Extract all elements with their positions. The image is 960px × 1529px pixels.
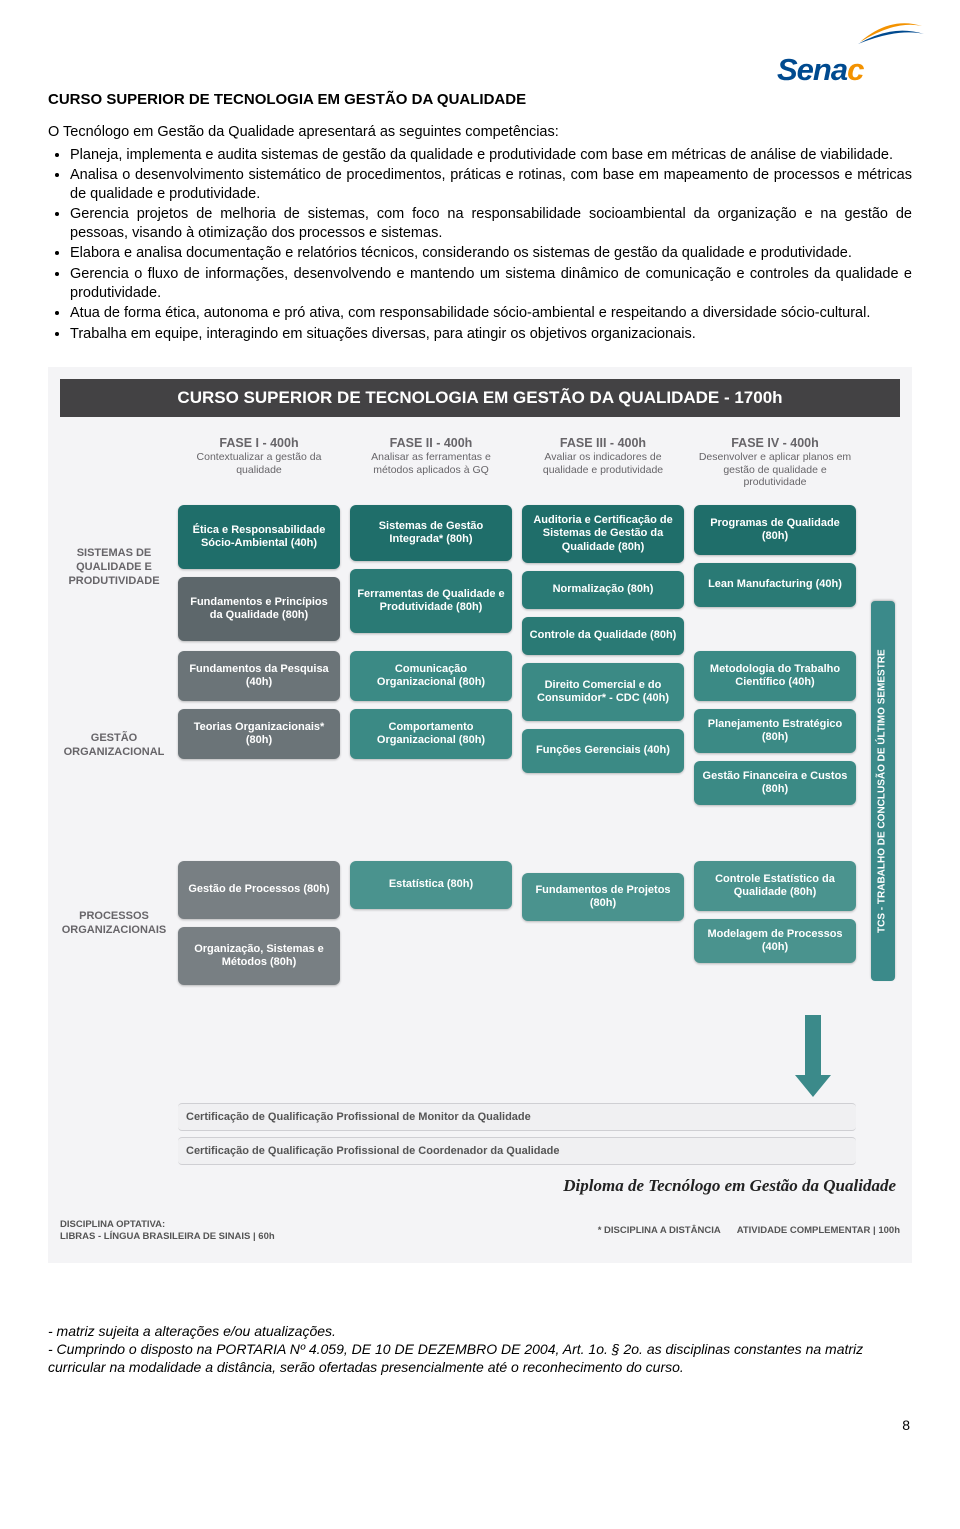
course-card: Organização, Sistemas e Métodos (80h) — [178, 927, 340, 985]
intro-text: O Tecnólogo em Gestão da Qualidade apres… — [48, 123, 912, 142]
certification-row: Certificação de Qualificação Profissiona… — [60, 1103, 900, 1131]
course-card: Auditoria e Certificação de Sistemas de … — [522, 505, 684, 563]
phase-subtitle: Avaliar os indicadores de qualidade e pr… — [522, 451, 684, 476]
competency-item: Gerencia o fluxo de informações, desenvo… — [70, 265, 912, 302]
course-card: Funções Gerenciais (40h) — [522, 729, 684, 773]
diagram-grid: SISTEMAS DE QUALIDADE E PRODUTIVIDADEGES… — [60, 435, 900, 1019]
diploma-title: Diploma de Tecnólogo em Gestão da Qualid… — [60, 1175, 900, 1197]
row-label-column: SISTEMAS DE QUALIDADE E PRODUTIVIDADEGES… — [60, 435, 168, 997]
footnote-line: - matriz sujeita a alterações e/ou atual… — [48, 1323, 912, 1341]
course-card: Teorias Organizacionais* (80h) — [178, 709, 340, 759]
phase-header: FASE III - 400hAvaliar os indicadores de… — [522, 435, 684, 495]
diagram-banner: CURSO SUPERIOR DE TECNOLOGIA EM GESTÃO D… — [60, 379, 900, 417]
phase-row: Comunicação Organizacional (80h) Comporta… — [350, 651, 512, 861]
phase-row: Direito Comercial e do Consumidor* - CDC… — [522, 663, 684, 873]
competency-item: Trabalha em equipe, interagindo em situa… — [70, 325, 912, 344]
phase-row: Sistemas de Gestão Integrada* (80h) Ferra… — [350, 505, 512, 651]
phase-column: FASE II - 400hAnalisar as ferramentas e … — [350, 435, 512, 1019]
brand-logo: Senac — [777, 12, 932, 90]
phase-header: FASE II - 400hAnalisar as ferramentas e … — [350, 435, 512, 495]
course-card: Direito Comercial e do Consumidor* - CDC… — [522, 663, 684, 721]
course-card: Metodologia do Trabalho Científico (40h) — [694, 651, 856, 701]
page-number: 8 — [48, 1417, 912, 1435]
certification-row: Certificação de Qualificação Profissiona… — [60, 1137, 900, 1165]
footnotes: - matriz sujeita a alterações e/ou atual… — [48, 1323, 912, 1377]
footer-complementary: ATIVIDADE COMPLEMENTAR | 100h — [737, 1225, 900, 1237]
footer-optative: DISCIPLINA OPTATIVA: LIBRAS - LÍNGUA BRA… — [60, 1219, 275, 1243]
document-page: Senac CURSO SUPERIOR DE TECNOLOGIA EM GE… — [0, 0, 960, 1465]
arrow-down-icon — [727, 1015, 901, 1097]
course-card: Comportamento Organizacional (80h) — [350, 709, 512, 759]
phase-row: Ética e Responsabilidade Sócio-Ambiental… — [178, 505, 340, 651]
course-card: Fundamentos e Princípios da Qualidade (8… — [178, 577, 340, 641]
phase-row: Controle Estatístico da Qualidade (80h) M… — [694, 861, 856, 1007]
row-label: PROCESSOS ORGANIZACIONAIS — [60, 851, 168, 997]
competency-item: Gerencia projetos de melhoria de sistema… — [70, 205, 912, 242]
course-card: Planejamento Estratégico (80h) — [694, 709, 856, 753]
course-card: Gestão Financeira e Custos (80h) — [694, 761, 856, 805]
footnote-line: - Cumprindo o disposto na PORTARIA Nº 4.… — [48, 1341, 912, 1377]
competency-item: Planeja, implementa e audita sistemas de… — [70, 146, 912, 165]
tcs-bar: TCS - TRABALHO DE CONCLUSÃO DE ÚLTIMO SE… — [871, 601, 895, 981]
arrow-stem — [805, 1015, 821, 1075]
footer-optative-text: LIBRAS - LÍNGUA BRASILEIRA DE SINAIS | 6… — [60, 1231, 275, 1243]
certifications-block: Certificação de Qualificação Profissiona… — [60, 1103, 900, 1165]
phase-subtitle: Desenvolver e aplicar planos em gestão d… — [694, 451, 856, 489]
diagram-footer: DISCIPLINA OPTATIVA: LIBRAS - LÍNGUA BRA… — [60, 1219, 900, 1243]
phase-row: Auditoria e Certificação de Sistemas de … — [522, 505, 684, 663]
page-title: CURSO SUPERIOR DE TECNOLOGIA EM GESTÃO D… — [48, 90, 912, 109]
phase-row: Fundamentos da Pesquisa (40h) Teorias Org… — [178, 651, 340, 861]
phase-column: FASE I - 400hContextualizar a gestão da … — [178, 435, 340, 1019]
phase-title: FASE II - 400h — [350, 435, 512, 451]
row-label: GESTÃO ORGANIZACIONAL — [60, 641, 168, 851]
competency-list: Planeja, implementa e audita sistemas de… — [70, 146, 912, 343]
phase-row: Programas de Qualidade (80h) Lean Manufac… — [694, 505, 856, 651]
phase-subtitle: Analisar as ferramentas e métodos aplica… — [350, 451, 512, 476]
course-card: Sistemas de Gestão Integrada* (80h) — [350, 505, 512, 561]
competency-item: Elabora e analisa documentação e relatór… — [70, 244, 912, 263]
tcs-column: TCS - TRABALHO DE CONCLUSÃO DE ÚLTIMO SE… — [866, 435, 900, 981]
logo-text-orange: c — [847, 52, 863, 87]
course-card: Fundamentos da Pesquisa (40h) — [178, 651, 340, 701]
logo-text-blue: Sena — [777, 52, 847, 87]
certification-label: Certificação de Qualificação Profissiona… — [178, 1103, 856, 1131]
course-card: Lean Manufacturing (40h) — [694, 563, 856, 607]
phase-title: FASE IV - 400h — [694, 435, 856, 451]
phase-row: Metodologia do Trabalho Científico (40h)… — [694, 651, 856, 861]
logo-wordmark: Senac — [777, 50, 863, 90]
phase-title: FASE I - 400h — [178, 435, 340, 451]
phase-subtitle: Contextualizar a gestão da qualidade — [178, 451, 340, 476]
course-card: Ferramentas de Qualidade e Produtividade… — [350, 569, 512, 633]
curriculum-diagram: CURSO SUPERIOR DE TECNOLOGIA EM GESTÃO D… — [48, 367, 912, 1263]
footer-distance: * DISCIPLINA A DISTÂNCIA — [598, 1225, 721, 1237]
phase-row: Fundamentos de Projetos (80h) — [522, 873, 684, 1019]
phase-header: FASE IV - 400hDesenvolver e aplicar plan… — [694, 435, 856, 495]
phase-column: FASE III - 400hAvaliar os indicadores de… — [522, 435, 684, 1019]
phase-column: FASE IV - 400hDesenvolver e aplicar plan… — [694, 435, 856, 1019]
course-card: Estatística (80h) — [350, 861, 512, 909]
course-card: Controle da Qualidade (80h) — [522, 617, 684, 655]
phases-container: FASE I - 400hContextualizar a gestão da … — [178, 435, 856, 1019]
course-card: Gestão de Processos (80h) — [178, 861, 340, 919]
arrow-head-icon — [795, 1075, 831, 1097]
course-card: Ética e Responsabilidade Sócio-Ambiental… — [178, 505, 340, 569]
certification-label: Certificação de Qualificação Profissiona… — [178, 1137, 856, 1165]
competency-item: Analisa o desenvolvimento sistemático de… — [70, 166, 912, 203]
course-card: Comunicação Organizacional (80h) — [350, 651, 512, 701]
phase-row: Gestão de Processos (80h) Organização, Si… — [178, 861, 340, 1007]
phase-header: FASE I - 400hContextualizar a gestão da … — [178, 435, 340, 495]
course-card: Fundamentos de Projetos (80h) — [522, 873, 684, 921]
phase-title: FASE III - 400h — [522, 435, 684, 451]
footer-optative-label: DISCIPLINA OPTATIVA: — [60, 1219, 275, 1231]
course-card: Modelagem de Processos (40h) — [694, 919, 856, 963]
logo-swoosh-icon — [854, 12, 926, 48]
course-card: Controle Estatístico da Qualidade (80h) — [694, 861, 856, 911]
competency-item: Atua de forma ética, autonoma e pró ativ… — [70, 304, 912, 323]
course-card: Programas de Qualidade (80h) — [694, 505, 856, 555]
phase-row: Estatística (80h) — [350, 861, 512, 1007]
course-card: Normalização (80h) — [522, 571, 684, 609]
row-label: SISTEMAS DE QUALIDADE E PRODUTIVIDADE — [60, 495, 168, 641]
